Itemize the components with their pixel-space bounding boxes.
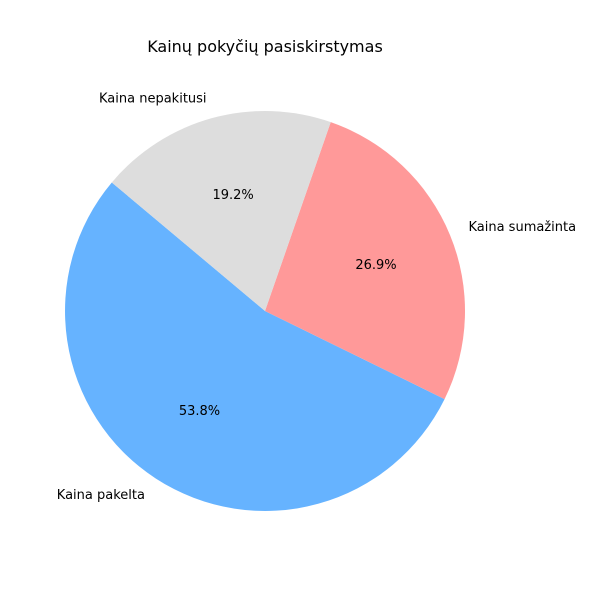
chart-title: Kainų pokyčių pasiskirstymas — [147, 37, 383, 56]
pie-slices — [65, 110, 466, 511]
pie-slice-2 — [265, 122, 466, 400]
percent-label-1: 53.8% — [179, 404, 220, 419]
pie-slice-3 — [111, 110, 331, 311]
pie-slice-1 — [65, 182, 445, 511]
pie-labels: Kaina pakelta 53.8% Kaina sumažinta 26.9% Ka… — [57, 91, 576, 502]
percent-label-3: 19.2% — [212, 188, 253, 203]
slice-label-1: Kaina pakelta — [57, 488, 145, 503]
percent-label-2: 26.9% — [355, 258, 396, 273]
slice-label-3: Kaina nepakitusi — [99, 91, 207, 106]
slice-label-2: Kaina sumažinta — [468, 220, 576, 235]
